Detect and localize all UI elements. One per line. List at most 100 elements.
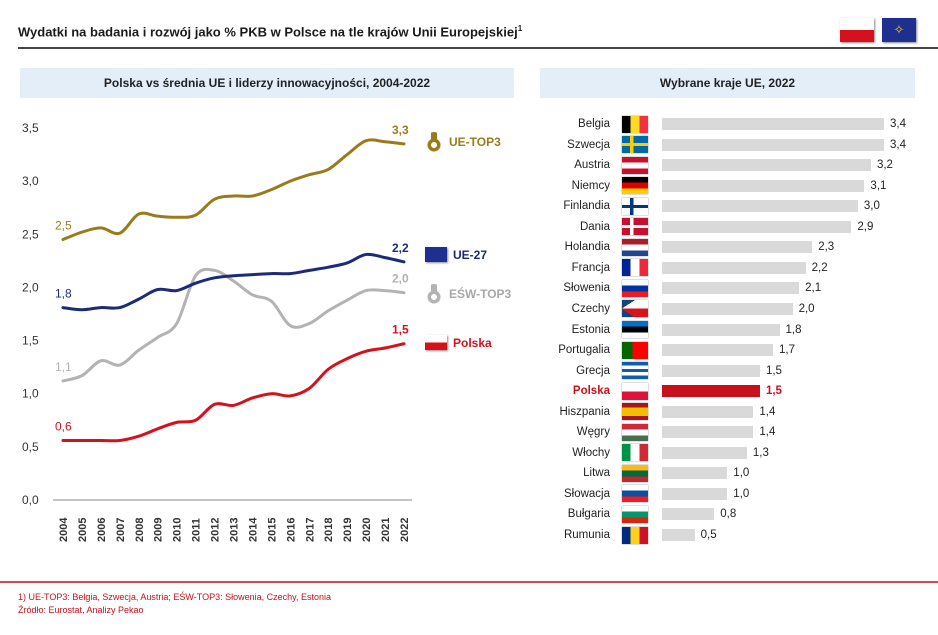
value-label: 1,0 <box>733 487 750 500</box>
legend-label: Polska <box>453 335 492 350</box>
category-label: Słowacja <box>563 487 610 500</box>
category-label: Austria <box>574 159 610 172</box>
x-tick-label: 2016 <box>285 518 297 542</box>
bar <box>662 364 760 377</box>
bar <box>662 446 747 459</box>
eu-flag-icon: ✧ <box>882 18 916 42</box>
value-label: 3,1 <box>870 179 887 192</box>
poland-flag-icon <box>840 18 874 42</box>
value-label: 2,1 <box>805 282 822 295</box>
value-label: 2,0 <box>798 302 815 315</box>
end-data-label: 1,5 <box>392 323 409 337</box>
country-flag-icon <box>622 238 648 256</box>
y-tick-label: 2,0 <box>22 280 39 294</box>
silver-medal-icon: 🏅 <box>425 284 443 304</box>
gold-medal-icon: 🏅 <box>425 132 443 152</box>
bar <box>662 508 715 521</box>
bar-row-bułgaria: Bułgaria 0,8 <box>540 504 920 524</box>
bar-chart-title: Wybrane kraje UE, 2022 <box>540 68 915 98</box>
eu-flag-icon <box>425 247 447 262</box>
category-label: Szwecja <box>567 138 610 151</box>
legend-label: UE-27 <box>453 247 488 262</box>
bar-row-austria: Austria 3,2 <box>540 155 920 175</box>
bar <box>662 241 813 254</box>
poland-flag-icon <box>425 335 447 350</box>
bar <box>662 426 754 439</box>
country-flag-icon <box>622 485 648 503</box>
value-label: 1,5 <box>765 385 782 398</box>
category-label: Niemcy <box>571 179 610 192</box>
country-flag-icon <box>622 341 648 359</box>
value-label: 3,0 <box>863 200 880 213</box>
category-label: Belgia <box>578 118 610 130</box>
footer-divider <box>0 581 938 583</box>
bar-row-estonia: Estonia 1,8 <box>540 320 920 340</box>
x-tick-label: 2010 <box>172 518 184 542</box>
country-flag-icon <box>622 136 648 154</box>
start-data-label: 1,1 <box>55 360 72 374</box>
bar-row-rumunia: Rumunia 0,5 <box>540 525 920 545</box>
category-label: Słowenia <box>563 282 610 295</box>
value-label: 3,4 <box>890 118 907 130</box>
bar-row-włochy: Włochy 1,3 <box>540 443 920 463</box>
bar-row-niemcy: Niemcy 3,1 <box>540 176 920 196</box>
value-label: 0,5 <box>700 529 717 541</box>
page-title: Wydatki na badania i rozwój jako % PKB w… <box>18 24 522 39</box>
legend-item: UE-27 <box>425 247 487 262</box>
bar <box>662 323 780 336</box>
bar <box>662 467 728 480</box>
bar <box>662 302 793 315</box>
bar <box>662 200 858 213</box>
bar-row-słowenia: Słowenia 2,1 <box>540 278 920 298</box>
y-tick-label: 3,5 <box>22 121 39 135</box>
country-flag-icon <box>622 197 648 215</box>
legend-label: EŚW-TOP3 <box>449 287 512 301</box>
value-label: 1,4 <box>759 405 776 418</box>
bar-row-hiszpania: Hiszpania 1,4 <box>540 402 920 422</box>
x-tick-label: 2019 <box>342 518 354 542</box>
bar-row-węgry: Węgry 1,4 <box>540 422 920 442</box>
value-label: 1,0 <box>733 467 750 480</box>
y-tick-label: 1,5 <box>22 334 39 348</box>
bar-row-holandia: Holandia 2,3 <box>540 237 920 257</box>
bar <box>662 529 695 541</box>
y-tick-label: 0,5 <box>22 440 39 454</box>
category-label: Finlandia <box>563 200 610 213</box>
bar <box>662 261 806 274</box>
bar <box>662 282 800 295</box>
series-line-polska <box>61 342 406 443</box>
country-flag-icon <box>622 115 648 133</box>
bar-row-słowacja: Słowacja 1,0 <box>540 484 920 504</box>
x-tick-label: 2011 <box>191 518 203 542</box>
category-label: Litwa <box>583 467 610 480</box>
category-label: Estonia <box>571 323 610 336</box>
category-label: Grecja <box>576 364 610 377</box>
bar-row-polska: Polska 1,5 <box>540 381 920 401</box>
country-flag-icon <box>622 362 648 380</box>
value-label: 1,3 <box>752 446 769 459</box>
country-flag-icon <box>622 464 648 482</box>
x-tick-label: 2017 <box>304 518 316 542</box>
bar-row-dania: Dania 2,9 <box>540 217 920 237</box>
value-label: 3,4 <box>890 138 907 151</box>
line-chart-title: Polska vs średnia UE i liderzy innowacyj… <box>20 68 514 98</box>
value-label: 2,9 <box>857 220 874 233</box>
x-tick-label: 2022 <box>399 518 411 542</box>
country-flag-icon <box>622 423 648 441</box>
legend-item: Polska <box>425 335 492 350</box>
bar-row-litwa: Litwa 1,0 <box>540 463 920 483</box>
bar-row-czechy: Czechy 2,0 <box>540 299 920 319</box>
value-label: 0,8 <box>720 508 737 521</box>
category-label: Włochy <box>572 446 610 459</box>
y-tick-label: 0,0 <box>22 493 39 507</box>
x-tick-label: 2007 <box>115 518 127 542</box>
value-label: 1,7 <box>779 344 795 357</box>
start-data-label: 1,8 <box>55 287 72 301</box>
footnote-mark: 1 <box>517 24 523 33</box>
category-label: Węgry <box>576 426 610 439</box>
country-flag-icon <box>622 156 648 174</box>
x-tick-label: 2005 <box>77 518 89 542</box>
value-label: 2,3 <box>818 241 835 254</box>
bar <box>662 385 760 398</box>
x-tick-label: 2021 <box>380 518 392 542</box>
